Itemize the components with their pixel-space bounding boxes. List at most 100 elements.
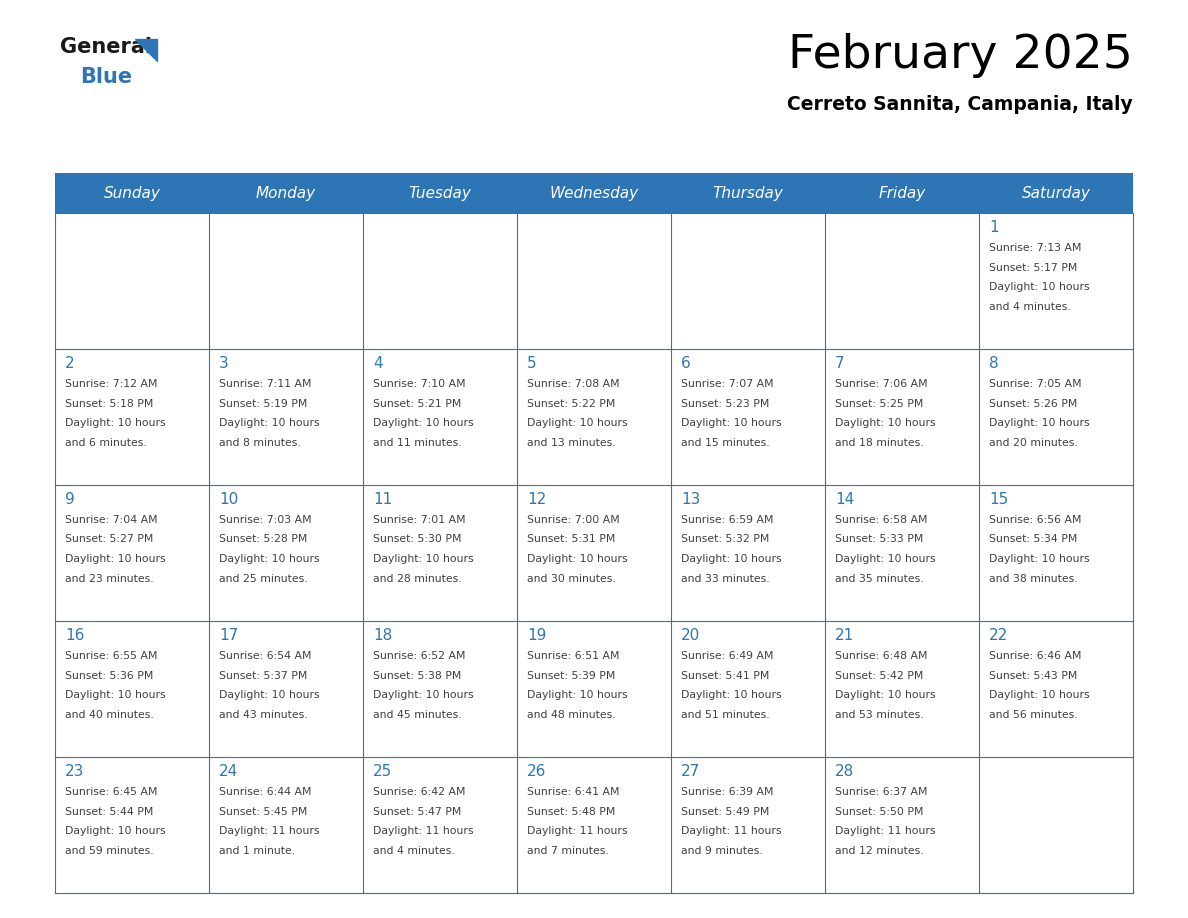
Text: Daylight: 11 hours: Daylight: 11 hours — [835, 826, 935, 836]
Text: and 56 minutes.: and 56 minutes. — [988, 710, 1078, 720]
Bar — [517, 213, 671, 349]
Text: Sunset: 5:21 PM: Sunset: 5:21 PM — [373, 398, 461, 409]
Text: 22: 22 — [988, 628, 1009, 643]
Text: Daylight: 10 hours: Daylight: 10 hours — [835, 690, 936, 700]
Text: Sunset: 5:39 PM: Sunset: 5:39 PM — [527, 670, 615, 680]
Text: Sunset: 5:44 PM: Sunset: 5:44 PM — [65, 807, 153, 816]
Bar — [55, 173, 1133, 178]
Text: and 8 minutes.: and 8 minutes. — [219, 438, 301, 447]
Text: Daylight: 10 hours: Daylight: 10 hours — [527, 554, 627, 564]
Bar — [979, 485, 1133, 621]
Text: Sunrise: 7:13 AM: Sunrise: 7:13 AM — [988, 243, 1081, 253]
Text: and 40 minutes.: and 40 minutes. — [65, 710, 153, 720]
Text: and 33 minutes.: and 33 minutes. — [681, 574, 770, 584]
Text: Sunset: 5:45 PM: Sunset: 5:45 PM — [219, 807, 308, 816]
Text: Sunrise: 7:04 AM: Sunrise: 7:04 AM — [65, 515, 158, 525]
Text: and 4 minutes.: and 4 minutes. — [988, 301, 1070, 311]
Text: Sunset: 5:42 PM: Sunset: 5:42 PM — [835, 670, 923, 680]
Text: 21: 21 — [835, 628, 854, 643]
Text: Sunrise: 7:12 AM: Sunrise: 7:12 AM — [65, 379, 158, 389]
Text: Sunrise: 6:46 AM: Sunrise: 6:46 AM — [988, 651, 1081, 661]
Text: Daylight: 10 hours: Daylight: 10 hours — [681, 690, 782, 700]
Text: Saturday: Saturday — [1022, 185, 1091, 200]
Bar — [671, 349, 824, 485]
Text: Sunset: 5:23 PM: Sunset: 5:23 PM — [681, 398, 770, 409]
Text: and 48 minutes.: and 48 minutes. — [527, 710, 615, 720]
Text: Sunset: 5:31 PM: Sunset: 5:31 PM — [527, 534, 615, 544]
Bar — [364, 757, 517, 893]
Bar — [517, 621, 671, 757]
Text: Sunrise: 6:55 AM: Sunrise: 6:55 AM — [65, 651, 158, 661]
Bar — [824, 757, 979, 893]
Text: and 43 minutes.: and 43 minutes. — [219, 710, 308, 720]
Text: 14: 14 — [835, 492, 854, 507]
Text: Sunset: 5:28 PM: Sunset: 5:28 PM — [219, 534, 308, 544]
Bar — [979, 621, 1133, 757]
Text: Daylight: 10 hours: Daylight: 10 hours — [65, 554, 165, 564]
Text: and 13 minutes.: and 13 minutes. — [527, 438, 615, 447]
Text: Daylight: 10 hours: Daylight: 10 hours — [373, 690, 474, 700]
Text: 10: 10 — [219, 492, 239, 507]
Text: 25: 25 — [373, 764, 392, 779]
Text: and 53 minutes.: and 53 minutes. — [835, 710, 923, 720]
Text: Sunrise: 6:52 AM: Sunrise: 6:52 AM — [373, 651, 466, 661]
Bar — [55, 757, 209, 893]
Text: Sunrise: 7:08 AM: Sunrise: 7:08 AM — [527, 379, 620, 389]
Text: and 38 minutes.: and 38 minutes. — [988, 574, 1078, 584]
Text: Tuesday: Tuesday — [409, 185, 472, 200]
Text: and 12 minutes.: and 12 minutes. — [835, 845, 923, 856]
Text: Sunset: 5:30 PM: Sunset: 5:30 PM — [373, 534, 461, 544]
Text: Sunset: 5:50 PM: Sunset: 5:50 PM — [835, 807, 923, 816]
Bar — [55, 349, 209, 485]
Text: 7: 7 — [835, 356, 845, 371]
Text: and 9 minutes.: and 9 minutes. — [681, 845, 763, 856]
Text: 15: 15 — [988, 492, 1009, 507]
Text: 24: 24 — [219, 764, 239, 779]
Text: Sunset: 5:33 PM: Sunset: 5:33 PM — [835, 534, 923, 544]
Text: Sunrise: 6:56 AM: Sunrise: 6:56 AM — [988, 515, 1081, 525]
Text: Sunset: 5:26 PM: Sunset: 5:26 PM — [988, 398, 1078, 409]
Text: Sunrise: 6:58 AM: Sunrise: 6:58 AM — [835, 515, 928, 525]
Text: Sunset: 5:41 PM: Sunset: 5:41 PM — [681, 670, 770, 680]
Text: Sunrise: 6:41 AM: Sunrise: 6:41 AM — [527, 787, 619, 797]
Text: Sunset: 5:43 PM: Sunset: 5:43 PM — [988, 670, 1078, 680]
Bar — [364, 621, 517, 757]
Bar — [364, 349, 517, 485]
Text: 6: 6 — [681, 356, 690, 371]
Text: and 1 minute.: and 1 minute. — [219, 845, 295, 856]
Text: Blue: Blue — [80, 67, 132, 87]
Bar — [671, 213, 824, 349]
Text: Daylight: 10 hours: Daylight: 10 hours — [988, 690, 1089, 700]
Text: Sunrise: 6:48 AM: Sunrise: 6:48 AM — [835, 651, 928, 661]
Bar — [55, 485, 209, 621]
Text: Cerreto Sannita, Campania, Italy: Cerreto Sannita, Campania, Italy — [788, 95, 1133, 114]
Text: and 45 minutes.: and 45 minutes. — [373, 710, 462, 720]
Text: Sunset: 5:49 PM: Sunset: 5:49 PM — [681, 807, 770, 816]
Text: Daylight: 10 hours: Daylight: 10 hours — [219, 690, 320, 700]
Text: Daylight: 10 hours: Daylight: 10 hours — [219, 554, 320, 564]
Bar — [671, 621, 824, 757]
Bar — [979, 213, 1133, 349]
Text: Sunset: 5:18 PM: Sunset: 5:18 PM — [65, 398, 153, 409]
Text: Sunset: 5:19 PM: Sunset: 5:19 PM — [219, 398, 308, 409]
Text: Sunrise: 6:44 AM: Sunrise: 6:44 AM — [219, 787, 311, 797]
Text: Sunset: 5:47 PM: Sunset: 5:47 PM — [373, 807, 461, 816]
Text: and 15 minutes.: and 15 minutes. — [681, 438, 770, 447]
Bar — [824, 213, 979, 349]
Text: February 2025: February 2025 — [788, 33, 1133, 78]
Text: Sunrise: 7:07 AM: Sunrise: 7:07 AM — [681, 379, 773, 389]
Text: Sunset: 5:25 PM: Sunset: 5:25 PM — [835, 398, 923, 409]
Text: Friday: Friday — [878, 185, 925, 200]
Bar — [517, 349, 671, 485]
Text: Sunrise: 6:54 AM: Sunrise: 6:54 AM — [219, 651, 311, 661]
Bar — [209, 621, 364, 757]
Text: Daylight: 10 hours: Daylight: 10 hours — [527, 418, 627, 428]
Text: Sunday: Sunday — [103, 185, 160, 200]
Text: 1: 1 — [988, 220, 999, 235]
Text: and 28 minutes.: and 28 minutes. — [373, 574, 462, 584]
Text: Sunset: 5:38 PM: Sunset: 5:38 PM — [373, 670, 461, 680]
Bar — [55, 621, 209, 757]
Text: 5: 5 — [527, 356, 537, 371]
Text: and 4 minutes.: and 4 minutes. — [373, 845, 455, 856]
Text: Thursday: Thursday — [713, 185, 783, 200]
